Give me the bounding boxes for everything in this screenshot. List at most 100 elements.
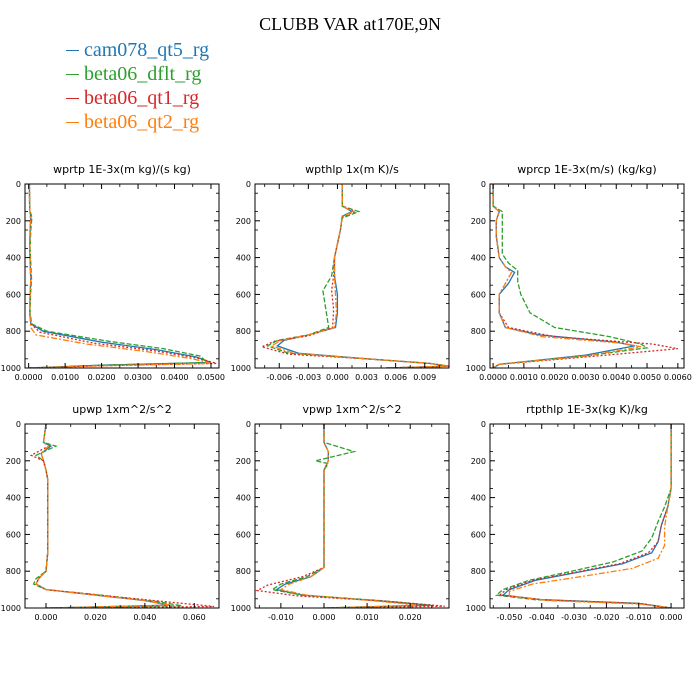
- page-title: CLUBB VAR at170E,9N: [259, 14, 441, 34]
- x-tick-label: -0.003: [295, 373, 321, 382]
- series-line: [492, 184, 635, 368]
- plot-frame: [24, 423, 220, 609]
- panel-title: wprtp 1E-3x(m kg)/(s kg): [53, 163, 191, 176]
- y-tick-label: 0: [16, 420, 21, 429]
- legend-swatch: [66, 97, 79, 99]
- y-tick-label: 200: [236, 217, 251, 226]
- x-tick-label: 0.060: [183, 613, 206, 622]
- legend-item: beta06_dflt_rg: [66, 62, 209, 86]
- x-tick-label: 0.0030: [571, 373, 599, 382]
- legend: cam078_qt5_rg beta06_dflt_rg beta06_qt1_…: [66, 38, 209, 134]
- y-tick-label: 400: [471, 494, 486, 503]
- panel-title: vpwp 1xm^2/s^2: [302, 403, 401, 416]
- x-tick-label: 0.0060: [664, 373, 692, 382]
- chart-panel: wprcp 1E-3x(m/s) (kg/kg) 0 200 400 600 800 100…: [466, 163, 692, 382]
- chart-panel: vpwp 1xm^2/s^2 0 200 400 600 800 1000 -0.010 0.0…: [231, 403, 450, 622]
- x-tick-label: 0.0400: [161, 373, 189, 382]
- x-tick-label: 0.020: [84, 613, 107, 622]
- x-tick-label: 0.0500: [197, 373, 225, 382]
- x-tick-label: 0.010: [356, 613, 379, 622]
- legend-label: beta06_qt2_rg: [84, 111, 200, 133]
- series-line: [28, 184, 217, 368]
- y-tick-label: 600: [471, 290, 486, 299]
- y-tick-label: 600: [6, 530, 21, 539]
- x-tick-label: -0.050: [497, 613, 523, 622]
- y-tick-label: 1000: [231, 604, 251, 613]
- y-tick-label: 200: [6, 457, 21, 466]
- y-tick-label: 200: [471, 217, 486, 226]
- series-line: [508, 424, 672, 608]
- y-tick-label: 0: [481, 180, 486, 189]
- chart-panel: wpthlp 1x(m K)/s 0 200 400 600 800 1000 -0.006-…: [231, 163, 450, 382]
- x-tick-label: 0.0040: [602, 373, 630, 382]
- plot-frame: [489, 183, 685, 369]
- legend-label: beta06_dflt_rg: [84, 63, 202, 85]
- panel-title: rtpthlp 1E-3x(kg K)/kg: [526, 403, 648, 416]
- y-tick-label: 600: [471, 530, 486, 539]
- plot-frame: [24, 183, 220, 369]
- y-tick-label: 0: [246, 420, 251, 429]
- chart-panel: rtpthlp 1E-3x(kg K)/kg 0 200 400 600 800 1000 -…: [466, 403, 685, 622]
- x-tick-label: 0.0100: [51, 373, 79, 382]
- x-tick-label: -0.040: [529, 613, 555, 622]
- y-tick-label: 600: [236, 290, 251, 299]
- legend-swatch: [66, 49, 79, 51]
- y-tick-label: 1000: [1, 364, 21, 373]
- series-line: [269, 184, 449, 368]
- legend-label: beta06_qt1_rg: [84, 87, 200, 109]
- y-tick-label: 600: [236, 530, 251, 539]
- y-tick-label: 800: [236, 567, 251, 576]
- series-line: [35, 424, 170, 608]
- legend-swatch: [66, 73, 79, 75]
- legend-item: beta06_qt1_rg: [66, 86, 209, 110]
- panel-title: wpthlp 1x(m K)/s: [305, 163, 399, 176]
- x-tick-label: 0.0000: [479, 373, 507, 382]
- y-tick-label: 800: [6, 567, 21, 576]
- x-tick-label: 0.000: [313, 613, 336, 622]
- plot-frame: [489, 423, 685, 609]
- series-line: [270, 424, 432, 608]
- y-tick-label: 400: [471, 254, 486, 263]
- x-tick-label: -0.006: [266, 373, 292, 382]
- y-tick-label: 0: [16, 180, 21, 189]
- y-tick-label: 800: [236, 327, 251, 336]
- x-tick-label: 0.0020: [541, 373, 569, 382]
- y-tick-label: 1000: [1, 604, 21, 613]
- x-tick-label: 0.003: [355, 373, 378, 382]
- y-tick-label: 400: [6, 494, 21, 503]
- legend-item: beta06_qt2_rg: [66, 110, 209, 134]
- x-tick-label: 0.040: [133, 613, 156, 622]
- y-tick-label: 200: [6, 217, 21, 226]
- x-tick-label: -0.030: [561, 613, 587, 622]
- x-tick-label: 0.000: [35, 613, 58, 622]
- y-tick-label: 600: [6, 290, 21, 299]
- series-line: [279, 424, 419, 608]
- y-tick-label: 1000: [231, 364, 251, 373]
- x-tick-label: 0.0000: [15, 373, 43, 382]
- legend-label: cam078_qt5_rg: [84, 39, 210, 61]
- series-line: [266, 184, 449, 368]
- series-line: [29, 424, 215, 608]
- y-tick-label: 0: [481, 420, 486, 429]
- x-tick-label: 0.006: [384, 373, 407, 382]
- x-tick-label: -0.010: [268, 613, 294, 622]
- legend-item: cam078_qt5_rg: [66, 38, 209, 62]
- chart-panel: wprtp 1E-3x(m kg)/(s kg) 0 200 400 600 800 100…: [1, 163, 225, 382]
- series-line: [494, 424, 672, 608]
- series-line: [275, 184, 449, 368]
- y-tick-label: 0: [246, 180, 251, 189]
- chart-panel: upwp 1xm^2/s^2 0 200 400 600 800 1000 0.000 0.02…: [1, 403, 220, 622]
- y-tick-label: 400: [6, 254, 21, 263]
- series-line: [32, 424, 183, 608]
- x-tick-label: 0.0010: [510, 373, 538, 382]
- y-tick-label: 200: [236, 457, 251, 466]
- x-tick-label: -0.010: [626, 613, 652, 622]
- y-tick-label: 800: [6, 327, 21, 336]
- series-line: [28, 184, 209, 368]
- x-tick-label: 0.0200: [88, 373, 116, 382]
- panel-title: wprcp 1E-3x(m/s) (kg/kg): [517, 163, 656, 176]
- panel-title: upwp 1xm^2/s^2: [72, 403, 172, 416]
- y-tick-label: 1000: [466, 604, 486, 613]
- series-line: [255, 424, 445, 608]
